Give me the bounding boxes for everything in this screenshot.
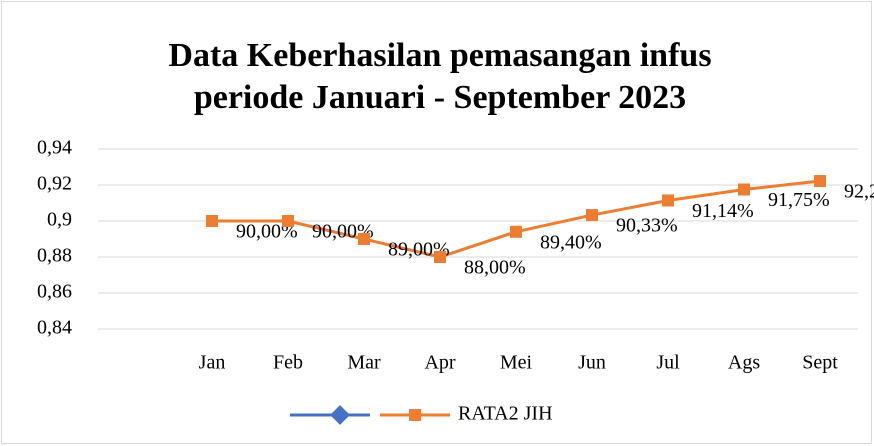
y-tick-label: 0,9 bbox=[47, 209, 72, 231]
x-tick-label: Jun bbox=[578, 352, 606, 374]
point bbox=[358, 233, 370, 245]
point bbox=[662, 194, 674, 207]
data-label: 92,22% bbox=[844, 181, 874, 203]
legend-marker bbox=[409, 409, 421, 421]
x-tick-label: Mar bbox=[347, 352, 381, 374]
data-label: 91,75% bbox=[768, 189, 830, 211]
x-tick-label: Feb bbox=[273, 352, 303, 374]
y-tick-label: 0,94 bbox=[37, 137, 72, 159]
x-tick-label: Apr bbox=[424, 352, 455, 374]
y-tick-label: 0,88 bbox=[37, 245, 72, 267]
x-tick-label: Ags bbox=[728, 352, 760, 374]
point bbox=[282, 215, 294, 227]
legend-marker bbox=[330, 405, 350, 425]
y-tick-label: 0,92 bbox=[37, 173, 72, 195]
point bbox=[586, 209, 598, 222]
data-label: 90,33% bbox=[616, 215, 678, 237]
point bbox=[814, 175, 826, 188]
x-tick-label: Mei bbox=[500, 352, 533, 374]
legend-label: RATA2 JIH bbox=[458, 403, 553, 425]
point bbox=[434, 251, 446, 263]
y-tick-label: 0,84 bbox=[37, 317, 72, 339]
point bbox=[206, 215, 218, 227]
point bbox=[510, 225, 522, 238]
point bbox=[738, 183, 750, 196]
data-label: 89,40% bbox=[540, 231, 602, 253]
x-tick-label: Jul bbox=[656, 352, 680, 374]
y-tick-label: 0,86 bbox=[37, 281, 72, 303]
data-label: 91,14% bbox=[692, 200, 754, 222]
chart-title: periode Januari - September 2023 bbox=[194, 79, 686, 116]
data-label: 88,00% bbox=[464, 257, 526, 279]
chart-title: Data Keberhasilan pemasangan infus bbox=[168, 37, 711, 74]
x-tick-label: Sept bbox=[802, 352, 838, 374]
x-tick-label: Jan bbox=[199, 352, 226, 374]
